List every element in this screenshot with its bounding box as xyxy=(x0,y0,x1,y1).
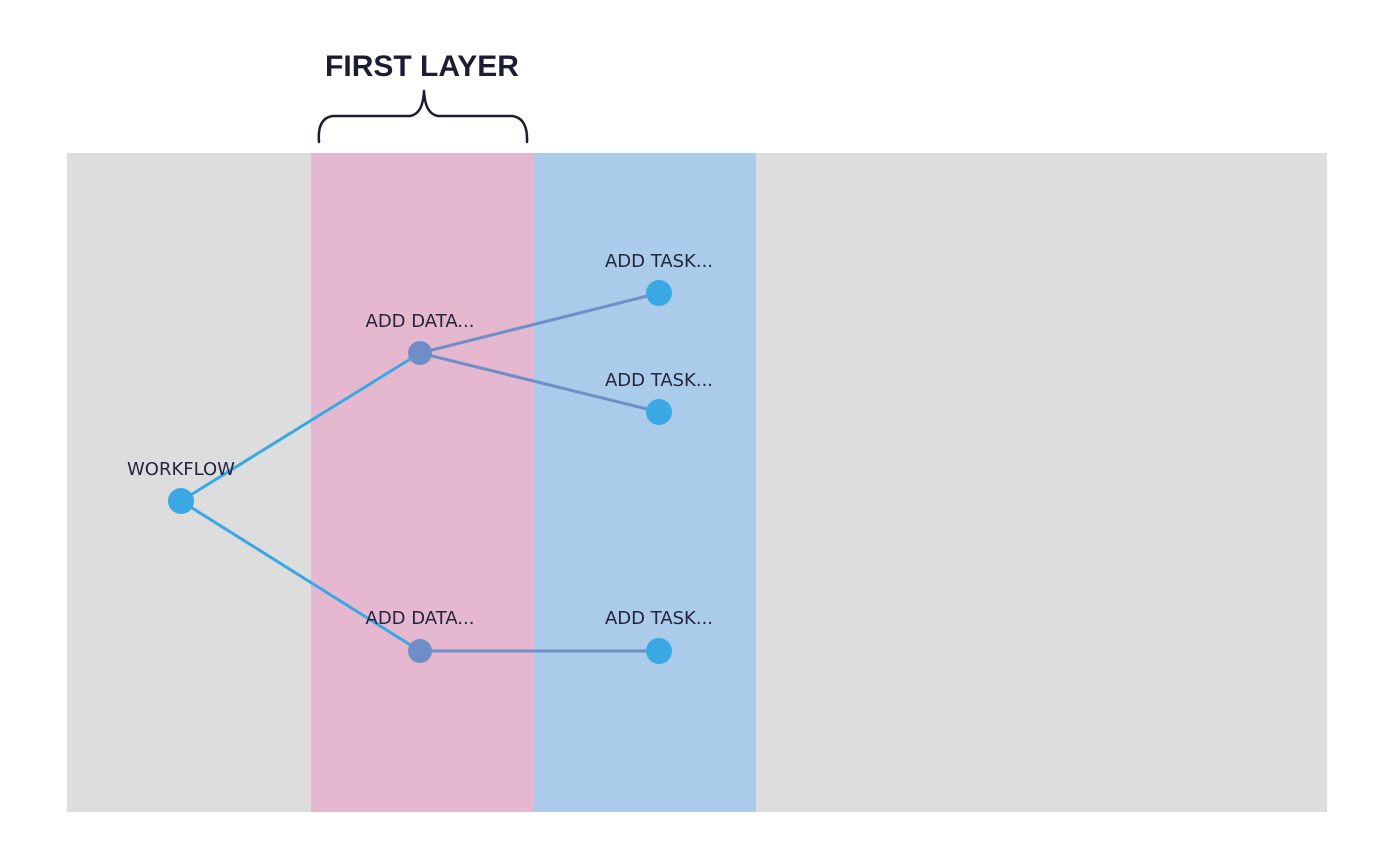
node-label-workflow: WORKFLOW xyxy=(127,459,235,480)
second-layer-band xyxy=(534,153,756,812)
node-label-add-data-1: ADD DATA... xyxy=(366,311,475,332)
node-label-add-data-2: ADD DATA... xyxy=(366,608,475,629)
edge-group xyxy=(180,291,660,653)
node-label-add-task-2: ADD TASK... xyxy=(605,370,713,391)
node-data1[interactable] xyxy=(408,341,432,365)
node-label-add-task-1: ADD TASK... xyxy=(605,251,713,272)
edge-data1-task2 xyxy=(419,351,660,414)
layer-title: FIRST LAYER xyxy=(325,50,519,83)
edge-workflow-data2 xyxy=(180,499,421,653)
first-layer-band xyxy=(311,153,534,812)
node-task3[interactable] xyxy=(646,638,672,664)
node-label-add-task-3: ADD TASK... xyxy=(605,608,713,629)
node-task1[interactable] xyxy=(646,280,672,306)
edge-data1-task1 xyxy=(419,291,660,355)
node-workflow[interactable] xyxy=(168,488,194,514)
edge-workflow-data1 xyxy=(180,351,421,503)
node-data2[interactable] xyxy=(408,639,432,663)
node-group xyxy=(168,280,672,664)
layer-brace xyxy=(317,89,529,144)
node-task2[interactable] xyxy=(646,399,672,425)
